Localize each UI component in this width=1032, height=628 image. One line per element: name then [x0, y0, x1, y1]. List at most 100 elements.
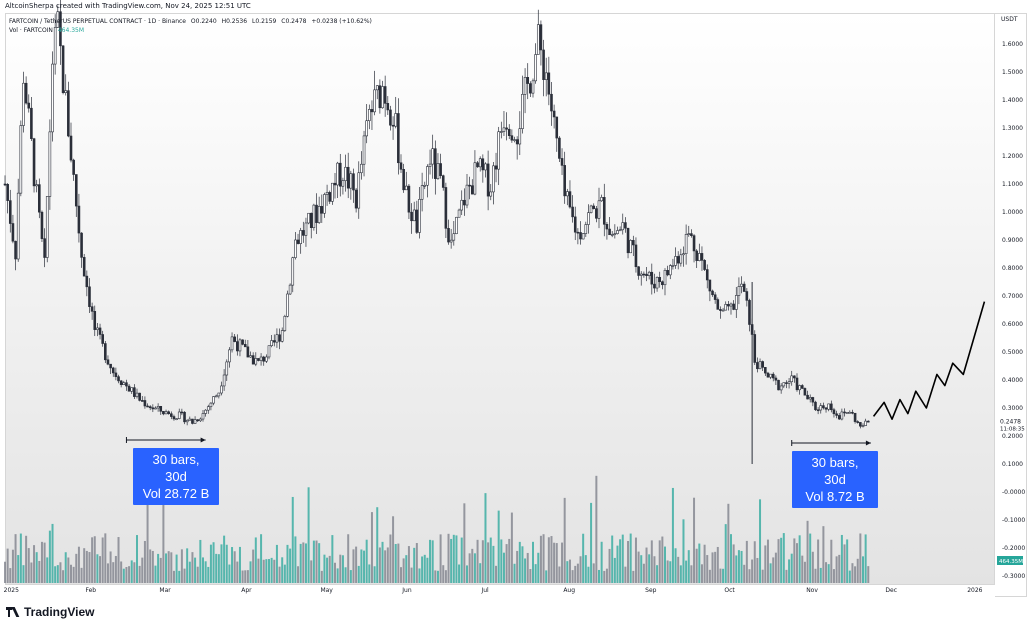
price-tick-label: -0.2000 [1002, 545, 1025, 552]
candle-body [692, 235, 696, 252]
volume-bar [85, 550, 88, 583]
volume-bar [772, 557, 775, 583]
volume-bar [640, 555, 643, 583]
price-axis[interactable] [995, 13, 1027, 585]
candle-body [267, 345, 271, 358]
volume-bar [397, 543, 400, 583]
volume-bar [766, 539, 769, 583]
volume-bar [658, 540, 661, 583]
volume-bar [257, 558, 260, 583]
candle-body [204, 409, 207, 414]
range-annotation-volume: Vol 8.72 B [805, 489, 865, 504]
candle-body [748, 300, 751, 325]
candle-body [724, 304, 728, 311]
volume-bar [777, 539, 780, 583]
volume-bar [286, 544, 289, 583]
volume-bar [761, 569, 764, 583]
range-annotation-left[interactable]: 30 bars, 30d Vol 28.72 B [133, 448, 219, 505]
candle-body [420, 185, 424, 200]
volume-bar [260, 534, 263, 583]
candle-body [35, 184, 38, 187]
volume-bar [238, 546, 241, 583]
candle-body [373, 89, 376, 113]
candle-body [302, 230, 305, 236]
price-tick-label: 0.1000 [1002, 461, 1023, 468]
volume-bar [77, 546, 80, 583]
volume-bar [326, 557, 329, 583]
candle-body [286, 293, 289, 317]
candle-body [378, 85, 382, 109]
candle-body [634, 244, 638, 268]
volume-bar [819, 567, 822, 583]
candle-body [568, 191, 572, 208]
candle-body [713, 294, 717, 300]
candle-body [610, 234, 614, 236]
volume-bar [67, 557, 70, 583]
candle-body [484, 163, 487, 171]
time-tick-label: Apr [241, 587, 252, 594]
tradingview-logo[interactable]: TradingView [6, 605, 94, 619]
header-bar: AltcoinSherpa created with TradingView.c… [0, 0, 1032, 13]
volume-bar [22, 565, 25, 583]
volume-bar [526, 552, 529, 583]
range-annotation-right[interactable]: 30 bars, 30d Vol 8.72 B [792, 451, 878, 508]
symbol-title[interactable]: FARTCOIN / TetherUS PERPETUAL CONTRACT ·… [9, 18, 186, 25]
time-axis[interactable] [5, 585, 995, 597]
volume-indicator-label[interactable]: Vol · FARTCOIN [9, 27, 53, 34]
volume-bar [547, 537, 550, 583]
volume-bar [555, 543, 558, 583]
volume-bar [376, 507, 379, 583]
candle-body [439, 163, 442, 176]
volume-bar [656, 565, 659, 583]
price-tick-label: 0.9000 [1002, 237, 1023, 244]
price-tick-label: 1.0000 [1002, 209, 1023, 216]
candle-body [283, 316, 287, 331]
volume-bar [136, 535, 138, 583]
volume-bar [487, 542, 490, 583]
volume-bar [56, 565, 59, 583]
candle-body [679, 254, 683, 264]
volume-bar [112, 562, 115, 583]
candle-body [613, 233, 617, 235]
candle-body [331, 182, 334, 202]
candle-body [170, 413, 173, 417]
candle-body [729, 303, 733, 307]
volume-bar [368, 564, 371, 583]
volume-bar [233, 551, 236, 583]
volume-bar [648, 554, 651, 583]
volume-bar [743, 564, 746, 583]
volume-bar [199, 539, 202, 583]
candle-body [117, 376, 120, 382]
candle-body [236, 341, 239, 352]
time-tick-label: 2025 [4, 587, 19, 594]
candle-body [90, 306, 94, 312]
price-tick-label: -0.0000 [1002, 489, 1025, 496]
candle-body [96, 327, 99, 330]
candle-body [840, 411, 844, 420]
candle-body [381, 86, 384, 109]
volume-bar [840, 534, 843, 583]
candle-body [251, 355, 255, 365]
candle-body [449, 239, 453, 243]
candle-body [259, 356, 263, 361]
volume-bar [434, 570, 437, 583]
volume-bar [510, 512, 513, 583]
time-tick-label: Nov [806, 587, 818, 594]
volume-bar [505, 544, 508, 583]
volume-bar [730, 534, 732, 583]
candle-body [676, 256, 680, 264]
candle-body [835, 413, 838, 416]
candle-body [38, 184, 41, 213]
volume-bar [141, 557, 144, 583]
volume-bar [682, 519, 685, 583]
volume-bar [508, 538, 511, 583]
volume-bar [341, 555, 344, 583]
candle-body [162, 410, 165, 415]
candle-body [344, 166, 347, 181]
time-axis-ticks: 2025 Feb Mar Apr May Jun Jul Aug Sep Oct Nov Dec 202… [4, 587, 983, 594]
volume-bar [59, 562, 62, 583]
candle-body [455, 216, 458, 235]
volume-bar [315, 540, 318, 583]
candle-body [832, 409, 836, 415]
candle-body [861, 425, 865, 427]
